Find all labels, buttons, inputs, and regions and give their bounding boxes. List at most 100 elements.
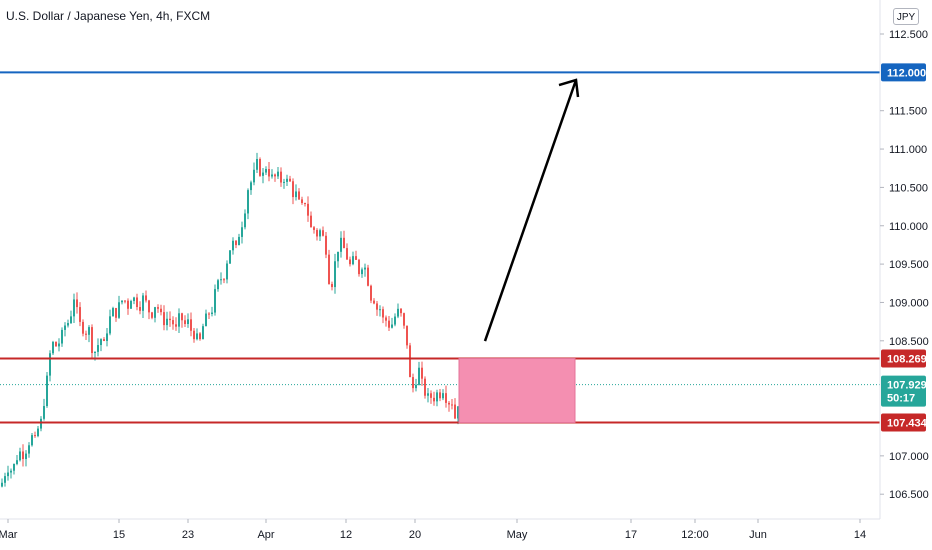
candle <box>139 301 141 315</box>
candle <box>49 350 51 382</box>
candle <box>193 327 195 343</box>
candle-body <box>253 169 255 183</box>
support-price-tag[interactable] <box>881 413 926 432</box>
candle <box>343 230 345 249</box>
candle-body <box>46 375 48 407</box>
candle <box>250 180 252 195</box>
candle-body <box>187 319 189 324</box>
candle <box>280 167 282 187</box>
candles-group <box>1 152 459 488</box>
candle-body <box>286 178 288 182</box>
entry-zone-box[interactable] <box>458 358 576 424</box>
candle-body <box>124 300 126 302</box>
target-arrow[interactable] <box>483 79 578 342</box>
candle <box>325 232 327 259</box>
candle-body <box>169 318 171 321</box>
candle-body <box>223 279 225 281</box>
target-price-tag[interactable] <box>881 63 926 82</box>
candle <box>310 211 312 228</box>
candle-body <box>88 327 90 335</box>
candle-body <box>157 307 159 309</box>
candle-body <box>163 312 165 326</box>
candle-body <box>127 300 129 309</box>
candle-body <box>304 203 306 205</box>
candle <box>178 308 180 334</box>
candle-body <box>142 295 144 311</box>
time-tick-label: Jun <box>749 529 767 541</box>
candle <box>163 305 165 331</box>
candle-body <box>457 406 459 419</box>
candle-body <box>424 378 426 396</box>
candle <box>226 260 228 284</box>
price-axis-group: 112.500 111.500 111.000 110.500 110.000 109.5… <box>879 0 932 550</box>
candle <box>364 263 366 277</box>
candle <box>82 319 84 337</box>
chart-title: U.S. Dollar / Japanese Yen, 4h, FXCM <box>6 9 211 23</box>
candle <box>190 312 192 337</box>
current-price-tag[interactable] <box>881 375 926 407</box>
candle <box>97 338 99 357</box>
candle <box>223 277 225 284</box>
candle <box>253 162 255 186</box>
candle <box>55 341 57 347</box>
candle <box>229 250 231 264</box>
candle-body <box>316 229 318 237</box>
candle <box>304 202 306 207</box>
candle <box>334 253 336 294</box>
candle-body <box>52 341 54 354</box>
candle <box>301 196 303 205</box>
candle <box>394 313 396 327</box>
candle-body <box>40 418 42 429</box>
candle-body <box>232 240 234 251</box>
candle <box>79 302 81 327</box>
candle <box>157 304 159 313</box>
candle <box>346 243 348 260</box>
candle <box>25 450 27 467</box>
candle <box>331 281 333 291</box>
candle <box>397 303 399 319</box>
resistance-price-tag[interactable] <box>881 349 926 368</box>
candle <box>91 324 93 358</box>
candle-body <box>367 267 369 286</box>
candle-body <box>247 190 249 214</box>
candle-body <box>298 191 300 200</box>
candle <box>415 378 417 392</box>
candle <box>181 312 183 328</box>
candle-body <box>130 301 132 309</box>
time-tick-label: 20 <box>409 529 421 541</box>
candle <box>349 256 351 267</box>
candle-body <box>4 476 6 483</box>
candle-body <box>64 325 66 330</box>
candle-body <box>151 312 153 318</box>
candle <box>13 463 15 475</box>
candle <box>412 373 414 393</box>
candle <box>4 472 6 487</box>
candle <box>187 313 189 328</box>
candle <box>391 317 393 329</box>
candle <box>439 388 441 402</box>
candle-body <box>73 299 75 317</box>
candle <box>418 361 420 386</box>
candle <box>85 330 87 341</box>
candle <box>220 272 222 285</box>
candle <box>202 323 204 340</box>
candle-body <box>175 324 177 327</box>
candle-body <box>10 470 12 473</box>
candle <box>262 168 264 184</box>
candle-body <box>439 392 441 399</box>
candle-body <box>97 345 99 352</box>
candle-body <box>43 406 45 419</box>
candle-body <box>346 248 348 260</box>
candle-body <box>337 251 339 262</box>
candle-body <box>355 256 357 260</box>
candle-body <box>289 178 291 182</box>
candle-body <box>178 313 180 327</box>
candle <box>316 228 318 241</box>
candle-body <box>436 392 438 402</box>
target-arrow-head <box>558 78 580 98</box>
candle-body <box>412 377 414 389</box>
candle <box>313 226 315 234</box>
price-tick-label: 111.500 <box>889 106 927 118</box>
currency-button[interactable]: JPY <box>893 8 919 25</box>
